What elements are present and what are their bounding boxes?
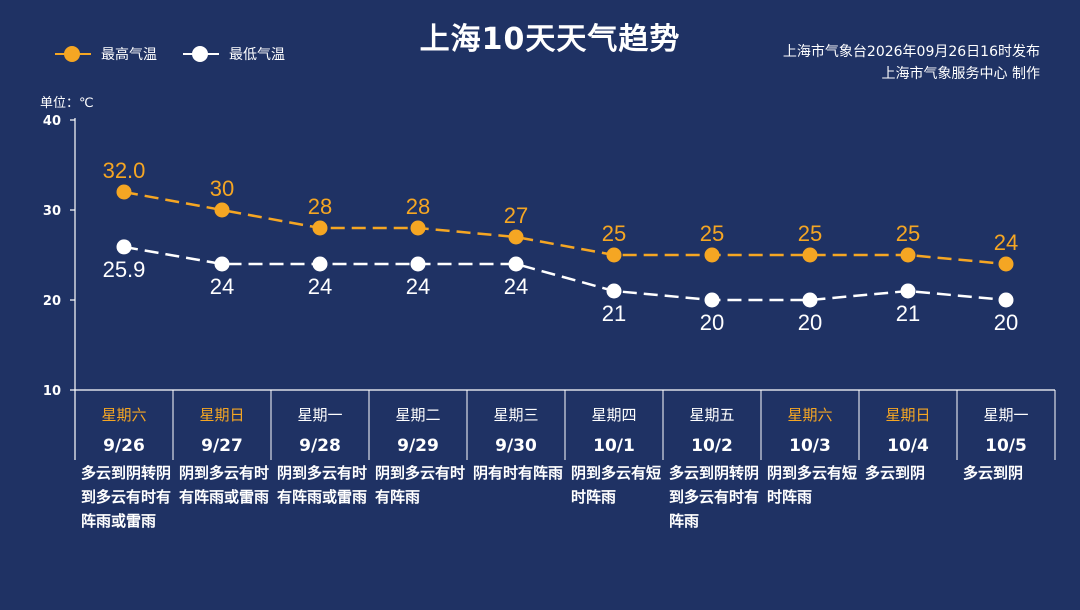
date-label: 9/30 [495,436,537,456]
low-temp-label: 21 [602,301,626,326]
low-temp-label: 24 [308,274,332,299]
high-temp-label: 28 [308,194,332,219]
day-column-header: 星期三 9/30 [467,392,565,457]
weather-description: 阴到多云有短时阵雨 [571,464,662,506]
high-temp-point [508,229,524,245]
low-temp-point [900,283,916,299]
weather-description: 多云到阴转阴到多云有时有阵雨或雷雨 [81,464,172,530]
low-temp-label: 20 [994,310,1018,335]
page-title: 上海10天天气趋势 [419,22,681,57]
date-label: 9/26 [103,436,145,456]
high-temp-label: 25 [798,221,822,246]
low-temp-point [410,256,426,272]
high-temp-point [900,247,916,263]
low-temp-point [214,256,230,272]
low-temp-label: 21 [896,301,920,326]
legend: 最高气温 最低气温 [55,44,311,64]
low-temp-label: 20 [700,310,724,335]
weather-description: 阴到多云有时有阵雨 [375,464,466,506]
low-temp-label: 25.9 [103,257,146,282]
y-tick-label: 40 [43,114,61,129]
day-column-header: 星期二 9/29 [369,392,467,457]
weather-description: 阴到多云有短时阵雨 [767,464,858,506]
legend-low-label: 最低气温 [229,47,285,63]
day-column-header: 星期日 10/4 [859,392,957,457]
low-temp-label: 24 [406,274,430,299]
low-temp-point [508,256,524,272]
low-temp-label: 24 [210,274,234,299]
date-label: 10/1 [593,436,635,456]
day-column-header: 星期日 9/27 [173,392,271,457]
date-label: 9/28 [299,436,341,456]
legend-high-marker-icon [55,46,91,62]
high-temp-label: 28 [406,194,430,219]
weekday-label: 星期三 [493,406,539,424]
weekday-label: 星期六 [101,406,147,424]
day-column-header: 星期六 10/3 [761,392,859,457]
high-temp-point [802,247,818,263]
high-temp-point [214,202,230,218]
y-tick-label: 10 [43,384,61,399]
low-temp-point [704,292,720,308]
weekday-label: 星期日 [885,406,931,424]
day-column-header: 星期五 10/2 [663,392,761,457]
weather-description: 多云到阴 [865,464,926,482]
date-label: 9/27 [201,436,243,456]
legend-item-low: 最低气温 [183,44,285,64]
legend-item-high: 最高气温 [55,44,157,64]
legend-low-marker-icon [183,46,219,62]
low-temp-line [123,245,1007,302]
date-label: 10/3 [789,436,831,456]
publisher-line-2: 上海市气象服务中心 制作 [881,66,1040,82]
high-temp-point [116,184,132,200]
high-temp-point [704,247,720,263]
day-column-header: 星期一 10/5 [957,392,1055,457]
day-column-header: 星期六 9/26 [75,392,173,457]
weekday-label: 星期一 [983,406,1029,424]
weekday-label: 星期二 [395,406,441,424]
date-label: 10/5 [985,436,1027,456]
date-label: 10/2 [691,436,733,456]
y-tick-label: 20 [43,294,61,309]
weekday-label: 星期日 [199,406,245,424]
high-temp-point [312,220,328,236]
high-temp-label: 25 [700,221,724,246]
high-temp-point [606,247,622,263]
high-temp-label: 25 [602,221,626,246]
high-temp-point [410,220,426,236]
publisher-info: 上海市气象台2026年09月26日16时发布 上海市气象服务中心 制作 [783,41,1040,85]
weather-description: 阴到多云有时有阵雨或雷雨 [277,464,368,506]
y-tick-label: 30 [43,204,61,219]
weekday-label: 星期五 [689,406,735,424]
unit-label: 单位：℃ [40,96,94,111]
legend-high-label: 最高气温 [101,47,157,63]
low-temp-point [312,256,328,272]
low-temp-label: 24 [504,274,528,299]
day-column-header: 星期一 9/28 [271,392,369,457]
low-temp-point [116,239,132,255]
date-label: 10/4 [887,436,929,456]
weather-description: 多云到阴转阴到多云有时有阵雨 [669,464,760,530]
low-temp-point [998,292,1014,308]
high-temp-point [998,256,1014,272]
high-temp-label: 32.0 [103,158,146,183]
low-temp-point [802,292,818,308]
weather-description: 阴到多云有时有阵雨或雷雨 [179,464,270,506]
high-temp-label: 30 [210,176,234,201]
weekday-label: 星期四 [591,406,637,424]
high-temp-label: 27 [504,203,528,228]
weekday-label: 星期六 [787,406,833,424]
weather-description: 多云到阴 [963,464,1024,482]
high-temp-label: 25 [896,221,920,246]
low-temp-point [606,283,622,299]
low-temp-label: 20 [798,310,822,335]
publisher-line-1: 上海市气象台2026年09月26日16时发布 [782,44,1040,60]
weekday-label: 星期一 [297,406,343,424]
date-label: 9/29 [397,436,439,456]
day-column-header: 星期四 10/1 [565,392,663,457]
weather-description: 阴有时有阵雨 [473,464,564,482]
high-temp-label: 24 [994,230,1018,255]
high-temp-line [123,190,1007,266]
